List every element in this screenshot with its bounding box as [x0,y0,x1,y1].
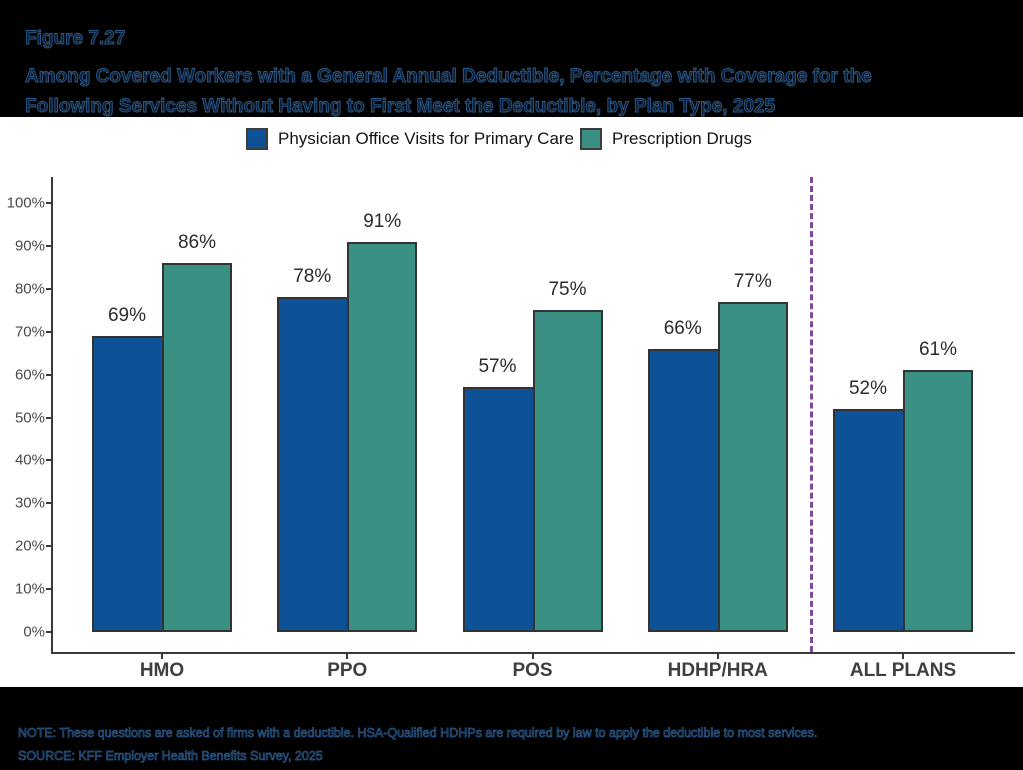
y-tick-label: 80% [14,280,45,298]
source-text: SOURCE: KFF Employer Health Benefits Sur… [18,749,323,764]
category-label-ppo: PPO [327,660,368,681]
x-tick-mark [902,652,904,659]
bar-value-label: 86% [177,232,217,253]
bar-value-label: 52% [848,378,888,399]
category-label-hmo: HMO [139,660,185,681]
y-tick-mark [46,287,52,290]
bar-physician-office-visits-for-primary-care-hdhp-hra [647,349,718,632]
category-label-all-plans: ALL PLANS [849,660,957,681]
legend-item-physician-office-visits: Physician Office Visits for Primary Care [246,128,574,150]
bar-value-label: 57% [478,356,517,377]
y-tick-label: 50% [14,409,45,426]
y-tick-mark [46,545,52,548]
y-tick-label: 100% [6,194,45,212]
bar-prescription-drugs-all-plans [903,370,973,632]
x-tick-mark [716,652,719,659]
bar-prescription-drugs-pos [532,310,603,632]
y-tick-label: 70% [14,323,45,341]
y-axis-line [51,177,53,652]
y-tick-mark [46,244,52,247]
bar-value-label: 75% [548,279,587,300]
y-tick-label: 40% [14,451,45,469]
x-tick-mark [346,652,349,659]
category-label-pos: POS [512,660,553,681]
y-tick-mark [46,502,52,505]
y-tick-label: 90% [14,237,45,255]
figure-title-line1: Among Covered Workers with a General Ann… [25,66,873,88]
y-tick-mark [46,373,52,376]
figure-footer: NOTE: These questions are asked of firms… [18,726,1008,764]
y-tick-mark [46,459,52,462]
bar-value-label: 91% [363,211,402,232]
note-text: NOTE: These questions are asked of firms… [18,726,818,741]
y-tick-mark [46,202,52,204]
figure-header: Figure 7.27 Among Covered Workers with a… [25,28,1005,122]
y-tick-mark [46,330,52,333]
figure-number: Figure 7.27 [25,28,126,50]
y-tick-label: 10% [14,580,45,598]
legend-swatch-prescription-drugs [580,128,602,150]
bar-physician-office-visits-for-primary-care-pos [462,387,533,632]
bar-value-label: 69% [107,305,147,326]
y-tick-label: 0% [23,623,45,641]
bar-value-label: 78% [293,266,332,287]
legend-label-physician-office-visits: Physician Office Visits for Primary Care [278,129,575,148]
y-tick-mark [46,588,52,591]
bar-prescription-drugs-ppo [347,242,418,632]
legend-label-prescription-drugs: Prescription Drugs [612,129,752,148]
bar-value-label: 77% [733,271,772,292]
y-tick-label: 20% [14,537,45,555]
bar-physician-office-visits-for-primary-care-hmo [92,336,162,632]
bar-physician-office-visits-for-primary-care-ppo [277,297,348,632]
y-tick-label: 30% [14,494,45,512]
chart-panel: Physician Office Visits for Primary Care… [0,117,1023,687]
plot-area: 0% 10% 20% 30% 40% 50% 60% 70% 80% 90% 100% 69% 86% H… [0,117,1023,687]
separator-dashed-line [810,177,813,652]
x-tick-mark [161,652,163,659]
figure-title-line2: Following Services Without Having to Fir… [25,96,776,118]
y-tick-mark [46,416,52,419]
y-tick-mark [46,631,52,633]
bar-physician-office-visits-for-primary-care-all-plans [833,409,903,632]
legend-swatch-physician-office-visits [246,128,268,150]
bar-prescription-drugs-hmo [162,263,232,632]
bar-prescription-drugs-hdhp-hra [717,302,788,632]
bar-value-label: 61% [918,339,958,360]
category-label-hdhp-hra: HDHP/HRA [667,660,768,681]
x-tick-mark [531,652,534,659]
y-tick-label: 60% [14,366,45,384]
bar-value-label: 66% [663,318,702,339]
legend-item-prescription-drugs: Prescription Drugs [580,128,752,150]
